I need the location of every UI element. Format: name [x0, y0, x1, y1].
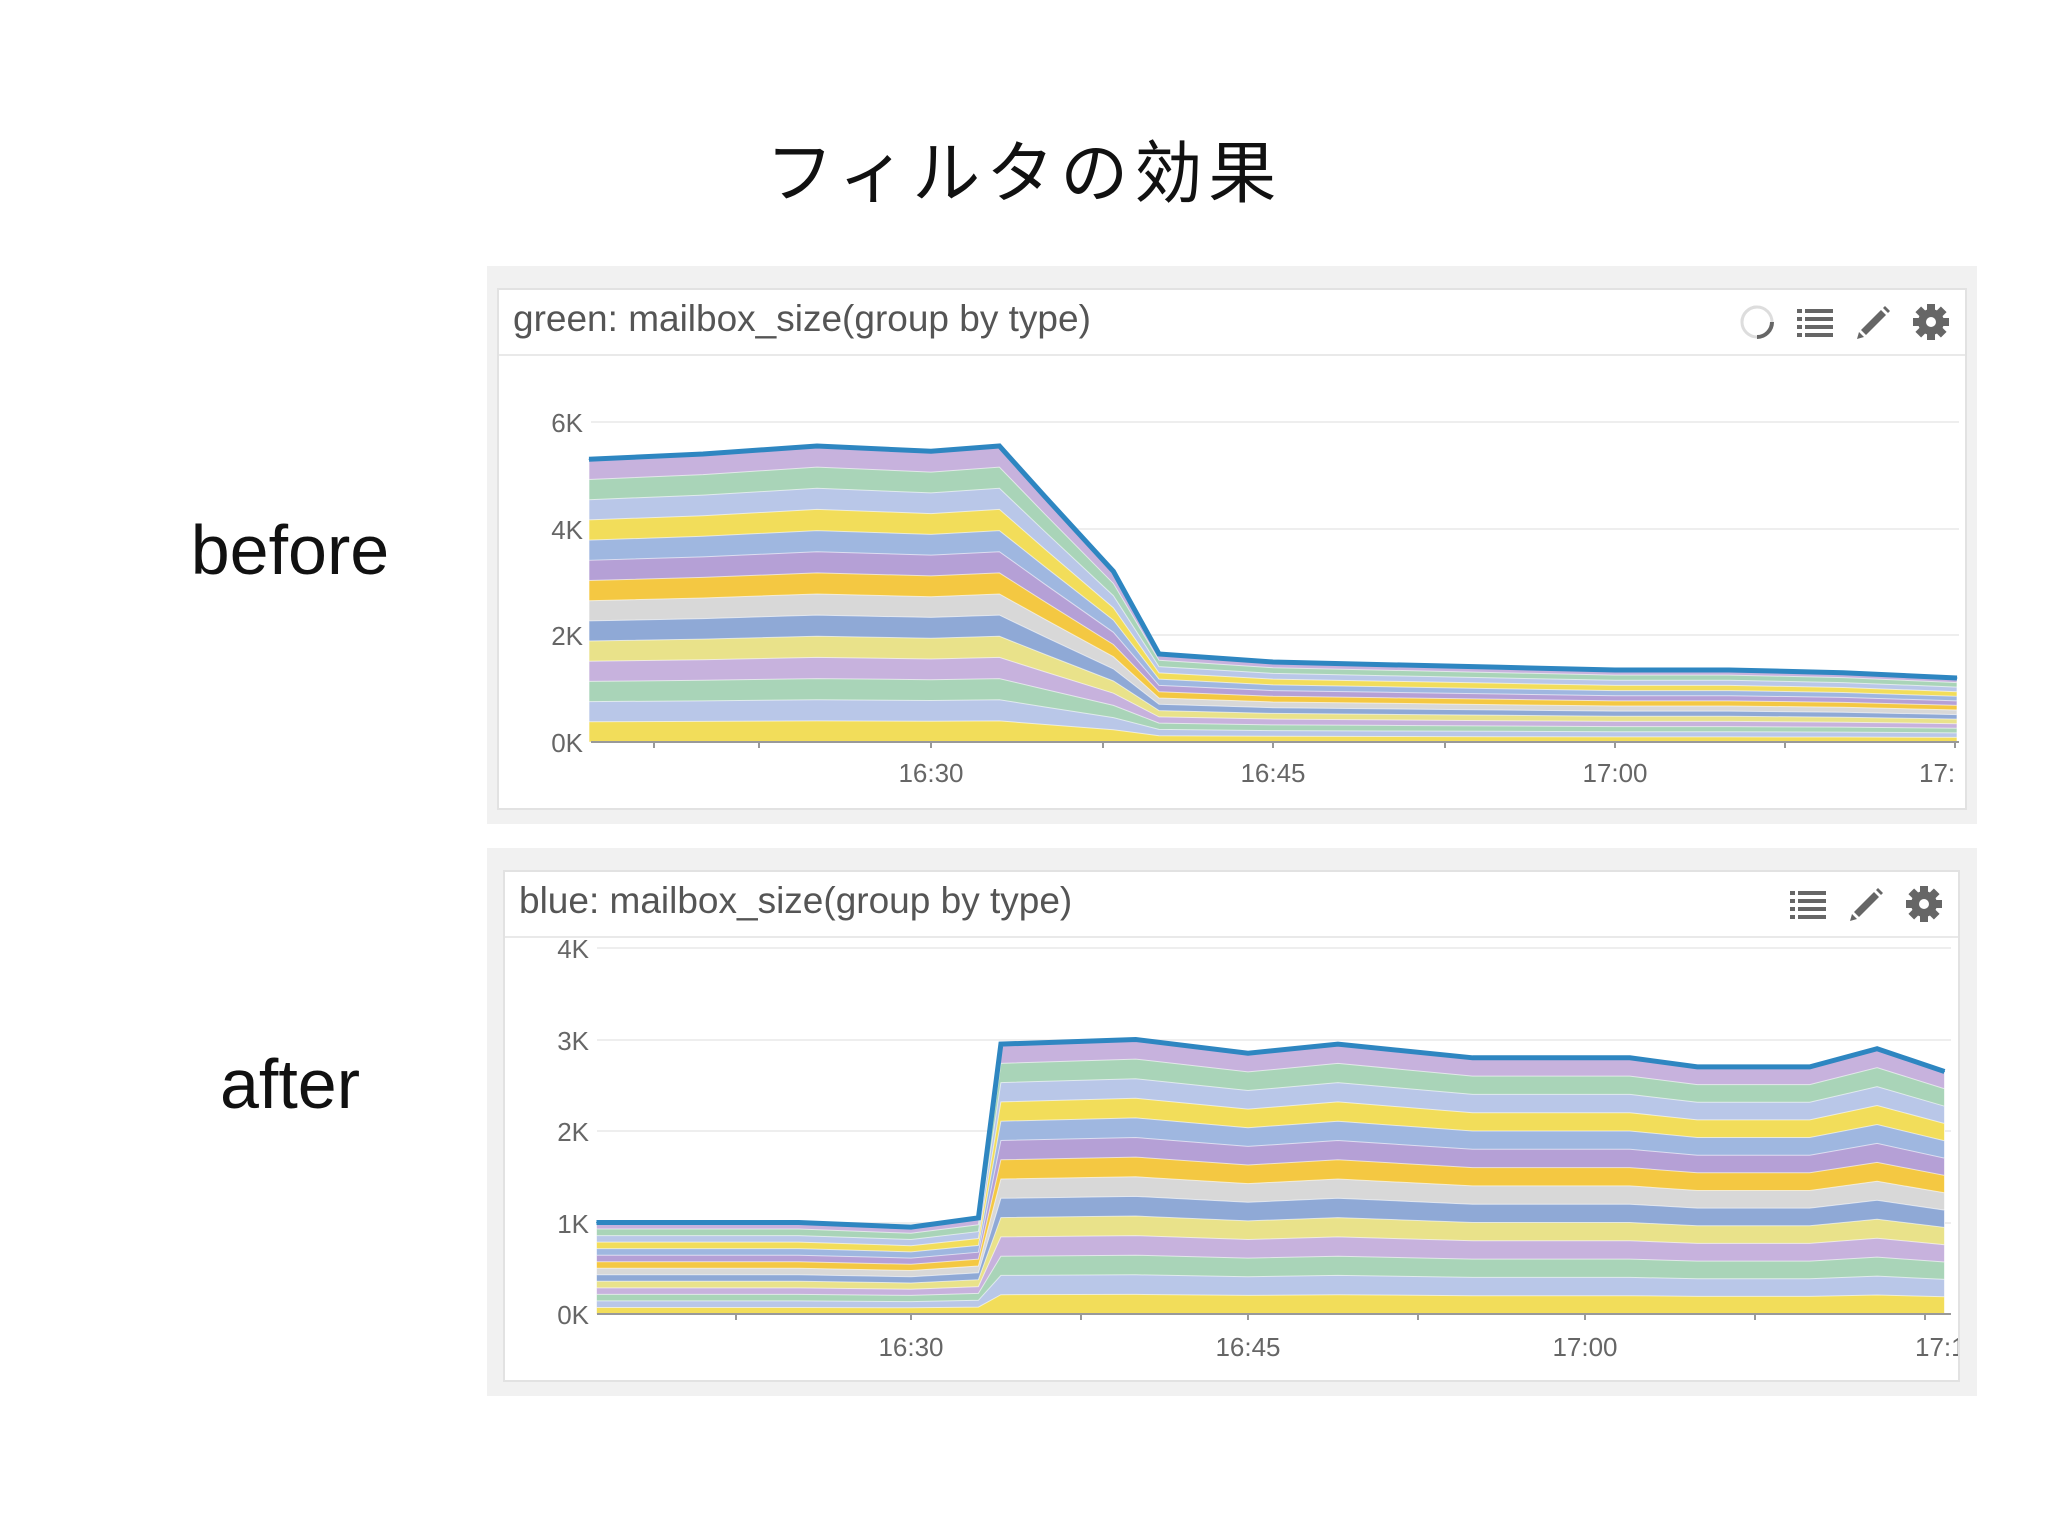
y-tick-label: 0K — [557, 1300, 589, 1330]
data-point — [1842, 672, 1844, 674]
data-point — [1500, 666, 1502, 668]
data-point — [1876, 1048, 1878, 1050]
x-tick-label: 17: — [1919, 758, 1955, 788]
x-tick-label: 17:1 — [1915, 1332, 1958, 1362]
data-point — [1956, 677, 1958, 679]
y-tick-label: 2K — [557, 1117, 589, 1147]
data-point — [1112, 570, 1114, 572]
data-point — [1000, 1043, 1002, 1045]
data-point — [977, 1217, 979, 1219]
pencil-icon[interactable] — [1853, 302, 1893, 342]
data-point — [1158, 653, 1160, 655]
data-point — [1944, 1071, 1945, 1072]
area-band — [596, 1293, 1945, 1315]
x-tick-label: 16:45 — [1240, 758, 1305, 788]
y-tick-label: 1K — [557, 1209, 589, 1239]
y-tick-label: 6K — [551, 408, 583, 438]
x-tick-label: 16:30 — [878, 1332, 943, 1362]
loading-spinner-icon[interactable] — [1737, 302, 1777, 342]
before-stacked-area-chart: 6K 4K 2K 0K 16:30 16:45 17:00 17: — [551, 408, 1959, 788]
x-tick-label: 17:00 — [1552, 1332, 1617, 1362]
data-point — [1584, 1057, 1586, 1059]
data-point — [685, 1222, 687, 1223]
data-point — [798, 1222, 800, 1223]
y-tick-label: 4K — [551, 515, 583, 545]
after-graph-panel: blue: mailbox_size(group by type) — [503, 870, 1960, 1382]
data-point — [1337, 1043, 1339, 1045]
data-point — [910, 1226, 912, 1228]
before-graph-panel: green: mailbox_size(group by type) — [497, 288, 1967, 810]
data-point — [1135, 1039, 1137, 1040]
x-tick-label: 16:45 — [1215, 1332, 1280, 1362]
after-label: after — [219, 1045, 361, 1123]
data-point — [596, 1222, 597, 1223]
panel-title: green: mailbox_size(group by type) — [513, 298, 1091, 339]
data-point — [1472, 1057, 1474, 1059]
data-point — [1614, 669, 1616, 671]
data-point — [1728, 669, 1730, 671]
data-point — [702, 453, 704, 455]
x-tick-label: 17:00 — [1582, 758, 1647, 788]
data-point — [998, 445, 1000, 447]
data-point — [588, 458, 590, 460]
data-point — [1247, 1052, 1249, 1054]
y-tick-label: 4K — [557, 934, 589, 964]
before-label: before — [190, 511, 390, 589]
x-tick-label: 16:30 — [898, 758, 963, 788]
data-point — [1272, 661, 1274, 663]
slide-title: フィルタの効果 — [765, 135, 1283, 214]
data-point — [1044, 496, 1046, 498]
data-point — [1809, 1066, 1811, 1068]
data-point — [1629, 1057, 1631, 1059]
data-point — [930, 450, 932, 452]
y-tick-label: 3K — [557, 1026, 589, 1056]
panel-header: blue: mailbox_size(group by type) — [505, 872, 1958, 938]
y-tick-label: 0K — [551, 728, 583, 758]
gear-icon[interactable] — [1911, 302, 1951, 342]
data-point — [1386, 664, 1388, 666]
pencil-icon[interactable] — [1846, 884, 1886, 924]
panel-header: green: mailbox_size(group by type) — [499, 290, 1965, 356]
data-point — [1696, 1066, 1698, 1068]
total-series-line — [596, 1036, 1946, 1230]
list-icon[interactable] — [1795, 302, 1835, 342]
after-stacked-area-chart: 4K 3K 2K 1K 0K 16:30 16:45 17:00 17:1 — [557, 934, 1958, 1362]
area-band — [588, 720, 1958, 743]
panel-title: blue: mailbox_size(group by type) — [519, 880, 1073, 921]
data-point — [816, 445, 818, 447]
list-icon[interactable] — [1788, 884, 1828, 924]
y-tick-label: 2K — [551, 621, 583, 651]
gear-icon[interactable] — [1904, 884, 1944, 924]
